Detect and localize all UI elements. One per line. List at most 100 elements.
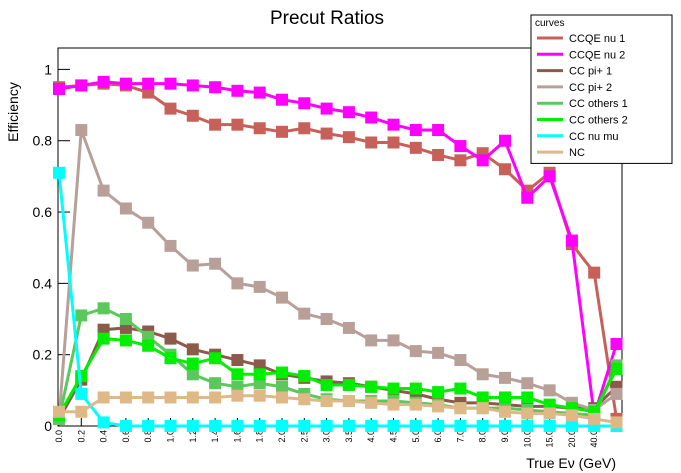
marker xyxy=(476,154,489,167)
marker xyxy=(119,391,132,404)
marker xyxy=(432,420,445,432)
x-tick-label: 10.0 xyxy=(522,430,532,448)
x-tick-label: 0.2 xyxy=(76,430,86,443)
marker xyxy=(186,109,199,122)
marker xyxy=(365,420,378,432)
marker xyxy=(142,420,155,432)
marker xyxy=(543,407,556,420)
marker xyxy=(298,122,311,135)
marker xyxy=(543,170,556,183)
y-tick-label: 0.2 xyxy=(33,347,53,363)
marker xyxy=(186,391,199,404)
marker xyxy=(97,391,110,404)
marker xyxy=(75,309,88,322)
marker xyxy=(97,184,110,197)
marker xyxy=(454,354,467,367)
marker xyxy=(119,77,132,90)
marker xyxy=(365,396,378,409)
marker xyxy=(231,118,244,131)
marker xyxy=(543,420,556,432)
marker xyxy=(209,420,222,432)
marker xyxy=(476,391,489,404)
marker xyxy=(320,102,333,115)
y-tick-label: 0.6 xyxy=(33,204,53,220)
x-tick-label: 8.0 xyxy=(478,430,488,443)
x-tick-label: 7.0 xyxy=(455,430,465,443)
x-tick-label: 1.4 xyxy=(210,430,220,443)
marker xyxy=(75,387,88,400)
marker xyxy=(209,391,222,404)
marker xyxy=(543,384,556,397)
marker xyxy=(342,378,355,391)
marker xyxy=(521,191,534,204)
marker xyxy=(499,371,511,384)
x-tick-label: 6.0 xyxy=(433,430,443,443)
marker xyxy=(253,122,266,135)
y-tick-label: 0.4 xyxy=(33,275,53,291)
marker xyxy=(142,391,155,404)
marker xyxy=(432,148,445,161)
marker xyxy=(142,339,155,352)
marker xyxy=(521,377,534,390)
marker xyxy=(253,368,266,381)
x-tick-label: 3.5 xyxy=(344,430,354,443)
marker xyxy=(186,357,199,370)
marker xyxy=(588,412,601,425)
chart-title: Precut Ratios xyxy=(270,8,384,29)
x-tick-label: 1.6 xyxy=(232,430,242,443)
marker xyxy=(565,420,578,432)
x-tick-label: 9.0 xyxy=(500,430,510,443)
marker xyxy=(164,391,177,404)
x-tick-label: 0.4 xyxy=(99,430,109,443)
marker xyxy=(454,402,467,415)
marker xyxy=(409,398,422,411)
marker xyxy=(454,382,467,395)
marker xyxy=(387,398,400,411)
marker xyxy=(320,395,333,408)
legend-box xyxy=(530,14,673,164)
marker xyxy=(387,136,400,149)
marker xyxy=(253,389,266,402)
legend-label: NC xyxy=(569,147,585,159)
marker xyxy=(521,420,534,432)
marker xyxy=(387,420,400,432)
x-tick-label: 20.0 xyxy=(567,430,577,448)
marker xyxy=(387,334,400,347)
x-tick-label: 0.8 xyxy=(143,430,153,443)
marker xyxy=(209,377,222,390)
marker xyxy=(186,343,199,356)
marker xyxy=(499,420,511,432)
marker xyxy=(231,354,244,367)
marker xyxy=(610,387,623,400)
x-tick-label: 2.0 xyxy=(277,430,287,443)
marker xyxy=(365,111,378,124)
y-tick-label: 0 xyxy=(44,418,52,434)
marker xyxy=(476,402,489,415)
marker xyxy=(499,163,511,176)
marker xyxy=(276,391,288,404)
x-tick-label: 1.2 xyxy=(188,430,198,443)
marker xyxy=(164,239,177,252)
marker xyxy=(521,407,534,420)
marker xyxy=(119,313,132,326)
marker xyxy=(97,332,110,345)
marker xyxy=(142,77,155,90)
marker xyxy=(253,420,266,432)
x-tick-label: 1.0 xyxy=(166,430,176,443)
x-tick-label: 3.0 xyxy=(322,430,332,443)
marker xyxy=(119,334,132,347)
marker xyxy=(186,79,199,92)
marker xyxy=(119,321,132,334)
marker xyxy=(432,346,445,359)
marker xyxy=(432,124,445,137)
marker xyxy=(209,352,222,365)
x-tick-label: 1.8 xyxy=(255,430,265,443)
marker xyxy=(231,368,244,381)
marker xyxy=(75,124,88,137)
legend-title: curves xyxy=(535,18,564,29)
marker xyxy=(499,405,511,418)
marker xyxy=(142,216,155,229)
marker xyxy=(409,345,422,358)
marker xyxy=(231,420,244,432)
marker xyxy=(276,291,288,304)
